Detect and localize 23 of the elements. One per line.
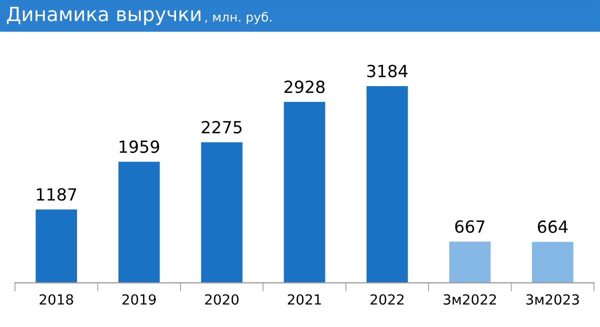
- data-label: 667: [455, 220, 484, 233]
- chart-title: Динамика выручки: [6, 6, 200, 26]
- x-tick-label: 2018: [40, 294, 74, 305]
- data-label: 1959: [120, 140, 160, 154]
- bar: [449, 242, 491, 283]
- bar: [118, 162, 160, 283]
- x-tick-label: 2021: [288, 294, 321, 305]
- bar: [201, 142, 242, 283]
- bar: [532, 242, 574, 283]
- bar: [36, 210, 78, 283]
- bar: [366, 86, 408, 283]
- data-label: 664: [538, 220, 568, 234]
- chart-subtitle: , млн. руб.: [205, 12, 272, 24]
- x-tick-label: 3м2023: [526, 294, 579, 305]
- bar: [284, 102, 326, 283]
- x-tick-label: 2019: [122, 294, 156, 305]
- data-label: 3184: [367, 64, 408, 78]
- data-label: 2928: [284, 80, 325, 94]
- data-label: 1187: [36, 188, 76, 201]
- x-tick-label: 3м2022: [444, 294, 496, 305]
- data-label: 2275: [202, 120, 242, 134]
- x-tick-label: 2020: [205, 294, 239, 305]
- x-tick-label: 2022: [370, 294, 404, 305]
